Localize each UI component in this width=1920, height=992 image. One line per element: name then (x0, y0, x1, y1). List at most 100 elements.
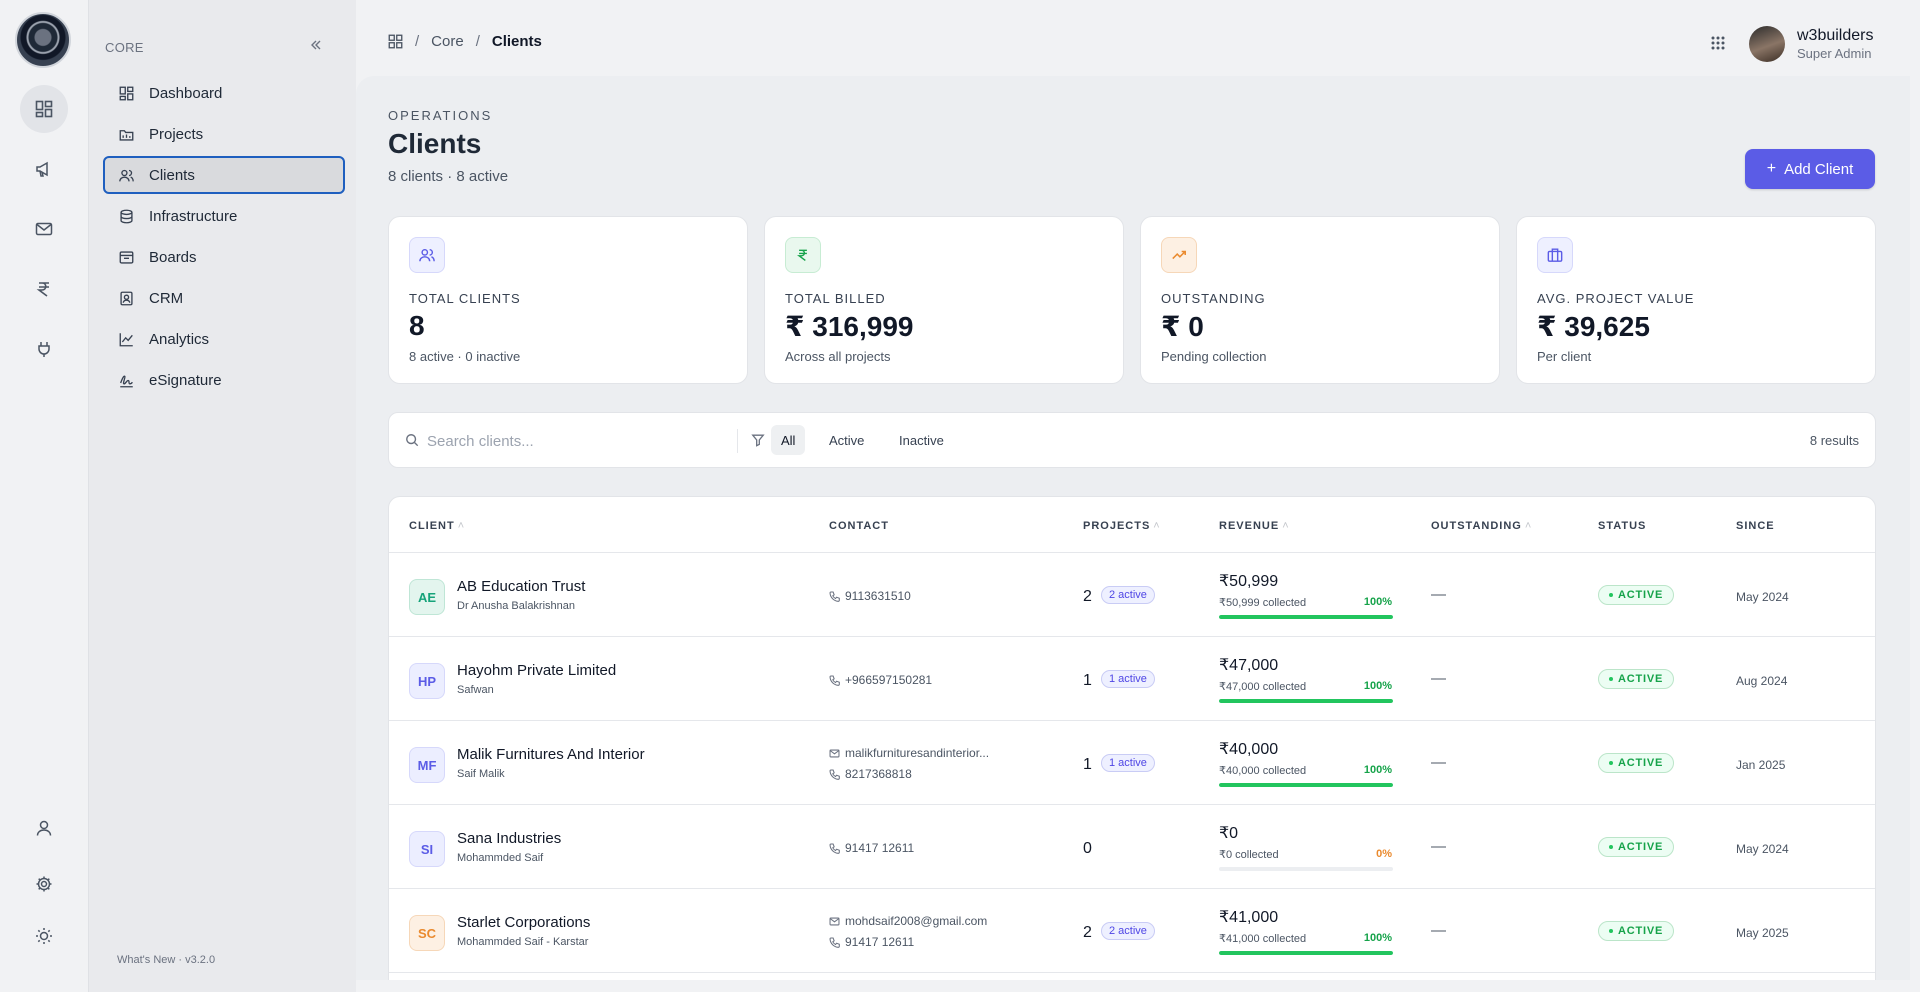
phone-icon (829, 675, 843, 686)
projects-count: 1 (1083, 756, 1092, 773)
phone-icon (829, 591, 843, 602)
sidebar-item-analytics[interactable]: Analytics (103, 320, 345, 358)
stat-note: Per client (1537, 349, 1592, 364)
stat-value: ₹ 39,625 (1537, 311, 1650, 342)
status-dot (1609, 761, 1613, 766)
search-input[interactable] (427, 427, 717, 455)
filter-icon[interactable] (751, 433, 765, 447)
stat-value: ₹ 0 (1161, 311, 1204, 342)
phone-number[interactable]: 91417 12611 (845, 935, 915, 949)
user-name[interactable]: w3builders (1797, 27, 1874, 44)
app-logo[interactable] (15, 12, 71, 68)
sidebar-item-label: Clients (149, 166, 195, 184)
client-contact-person: Mohammded Saif (457, 852, 544, 864)
version-link[interactable]: What's New · v3.2.0 (117, 954, 216, 966)
column-header-revenue[interactable]: REVENUE ˄ (1219, 520, 1290, 532)
client-name[interactable]: AB Education Trust (457, 578, 586, 595)
home-grid-icon[interactable] (388, 34, 403, 49)
projects-count: 0 (1083, 840, 1092, 857)
client-name[interactable]: Malik Furnitures And Interior (457, 746, 645, 763)
sidebar-item-boards[interactable]: Boards (103, 238, 345, 276)
projects-active-badge: 2 active (1101, 586, 1155, 604)
sun-icon[interactable] (20, 912, 68, 960)
contact-card-icon (119, 291, 137, 306)
stat-label: TOTAL BILLED (785, 291, 886, 306)
revenue-amount: ₹0 (1219, 825, 1239, 842)
settings-icon[interactable] (20, 860, 68, 908)
column-header-projects[interactable]: PROJECTS ˄ (1083, 520, 1161, 532)
sidebar-item-infrastructure[interactable]: Infrastructure (103, 197, 345, 235)
table-row[interactable]: SI Sana Industries Mohammded Saif 91417 … (389, 805, 1875, 889)
collection-progress-bar (1219, 699, 1393, 703)
sidebar-item-crm[interactable]: CRM (103, 279, 345, 317)
table-row[interactable]: MF Malik Furnitures And Interior Saif Ma… (389, 721, 1875, 805)
dashboard-icon[interactable] (20, 85, 68, 133)
phone-number[interactable]: +966597150281 (845, 673, 933, 687)
filter-tab-active[interactable]: Active (829, 432, 865, 448)
apps-grid-icon[interactable] (1710, 35, 1726, 51)
client-contact-person: Safwan (457, 684, 494, 696)
status-dot (1609, 677, 1613, 682)
collected-amount: ₹0 collected (1219, 849, 1279, 861)
collected-percent: 100% (1363, 764, 1392, 776)
column-header-client[interactable]: CLIENT ˄ (409, 520, 465, 532)
filter-tab-all[interactable]: All (771, 425, 806, 455)
collected-amount: ₹40,000 collected (1219, 765, 1307, 777)
rupee-icon[interactable] (20, 265, 68, 313)
dashboard-icon (119, 86, 137, 101)
column-header-outstanding[interactable]: OUTSTANDING ˄ (1431, 520, 1532, 532)
icon-rail (0, 0, 88, 992)
client-since: May 2024 (1736, 590, 1789, 604)
sidebar-item-label: eSignature (149, 371, 222, 389)
users-icon (409, 237, 445, 273)
projects-active-badge: 2 active (1101, 922, 1155, 940)
sidebar-item-label: CRM (149, 289, 184, 307)
sidebar-item-projects[interactable]: Projects (103, 115, 345, 153)
outstanding-value: — (1431, 922, 1446, 939)
plug-icon[interactable] (20, 325, 68, 373)
collected-amount: ₹50,999 collected (1219, 597, 1307, 609)
table-row[interactable]: AE AB Education Trust Dr Anusha Balakris… (389, 553, 1875, 637)
projects-count: 2 (1083, 924, 1092, 941)
search-icon (405, 433, 419, 447)
breadcrumb-core[interactable]: Core (431, 33, 464, 50)
client-name[interactable]: Hayohm Private Limited (457, 662, 617, 679)
status-badge: ACTIVE (1598, 669, 1675, 689)
mail-icon (829, 748, 843, 759)
mail-icon[interactable] (20, 205, 68, 253)
filter-tab-inactive[interactable]: Inactive (899, 432, 944, 448)
contact-phone: 91417 12611 (829, 935, 914, 949)
stat-note: Pending collection (1161, 349, 1267, 364)
revenue-amount: ₹41,000 (1219, 909, 1279, 926)
column-label: OUTSTANDING (1431, 520, 1522, 532)
projects-icon (119, 127, 137, 142)
add-client-button[interactable]: + Add Client (1745, 149, 1875, 189)
client-since: May 2024 (1736, 842, 1789, 856)
contact-email: malikfurnituresandinterior... (829, 746, 989, 760)
client-name[interactable]: Sana Industries (457, 830, 562, 847)
phone-number[interactable]: 9113631510 (845, 589, 911, 603)
client-name[interactable]: Starlet Corporations (457, 914, 591, 931)
revenue-amount: ₹47,000 (1219, 657, 1279, 674)
sidebar-item-esignature[interactable]: eSignature (103, 361, 345, 399)
column-label: REVENUE (1219, 520, 1280, 532)
megaphone-icon[interactable] (20, 145, 68, 193)
email-address[interactable]: malikfurnituresandinterior... (845, 746, 990, 760)
sidebar-item-clients[interactable]: Clients (103, 156, 345, 194)
sort-icon: ˄ (457, 520, 466, 532)
stat-label: AVG. PROJECT VALUE (1537, 291, 1695, 306)
sidebar-item-dashboard[interactable]: Dashboard (103, 74, 345, 112)
collected-percent: 100% (1363, 596, 1392, 608)
table-row[interactable]: HP Hayohm Private Limited Safwan +966597… (389, 637, 1875, 721)
column-header-since: SINCE (1736, 520, 1775, 532)
page-title: Clients (388, 128, 482, 159)
table-row[interactable]: SC Starlet Corporations Mohammded Saif -… (389, 889, 1875, 973)
user-icon[interactable] (20, 804, 68, 852)
collapse-sidebar-icon[interactable] (309, 38, 323, 52)
rupee-icon (785, 237, 821, 273)
avatar[interactable] (1749, 26, 1785, 62)
phone-number[interactable]: 91417 12611 (845, 841, 915, 855)
phone-number[interactable]: 8217368818 (845, 767, 912, 781)
email-address[interactable]: mohdsaif2008@gmail.com (845, 914, 988, 928)
stat-value: 8 (409, 310, 425, 341)
